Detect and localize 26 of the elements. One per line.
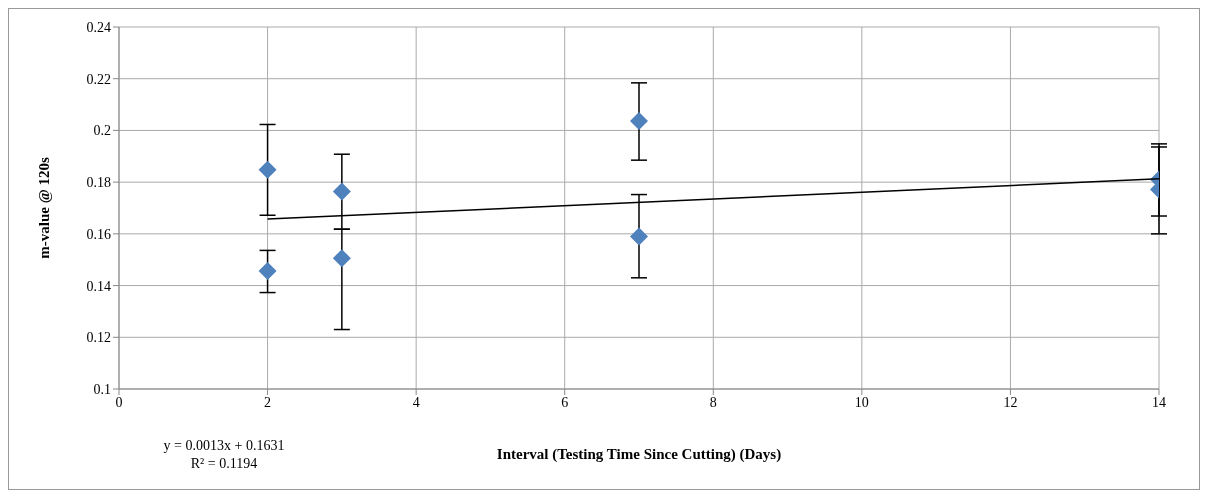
y-axis-title: m-value @ 120s bbox=[36, 157, 53, 259]
text: y = 0.0013x + 0.1631 bbox=[162, 437, 286, 455]
y-tick-label: 0.16 bbox=[86, 226, 111, 242]
x-tick-label: 12 bbox=[1003, 394, 1018, 410]
y-tick-label: 0.2 bbox=[93, 123, 111, 139]
y-tick-label: 0.1 bbox=[93, 381, 111, 397]
point bbox=[332, 182, 351, 201]
y-tick-label: 0.22 bbox=[86, 71, 111, 87]
y-tick-label: 0.18 bbox=[86, 175, 111, 191]
x-tick-label: 4 bbox=[412, 394, 420, 410]
x-tick-label: 6 bbox=[561, 394, 569, 410]
text: R² = 0.1194 bbox=[189, 455, 259, 473]
y-tick-label: 0.24 bbox=[86, 19, 111, 35]
y-tick-label: 0.14 bbox=[86, 278, 111, 294]
x-axis-title: Interval (Testing Time Since Cutting) (Days) bbox=[496, 446, 782, 463]
x-tick-label: 8 bbox=[709, 394, 717, 410]
y-tick-label: 0.12 bbox=[86, 330, 111, 346]
point bbox=[630, 227, 648, 246]
point bbox=[258, 160, 277, 179]
x-tick-label: 10 bbox=[854, 394, 869, 410]
point bbox=[332, 249, 351, 268]
x-tick-label: 2 bbox=[264, 394, 272, 410]
point bbox=[258, 262, 277, 281]
x-tick-label: 0 bbox=[115, 394, 123, 410]
x-tick-label: 14 bbox=[1152, 394, 1166, 410]
point bbox=[630, 112, 648, 131]
